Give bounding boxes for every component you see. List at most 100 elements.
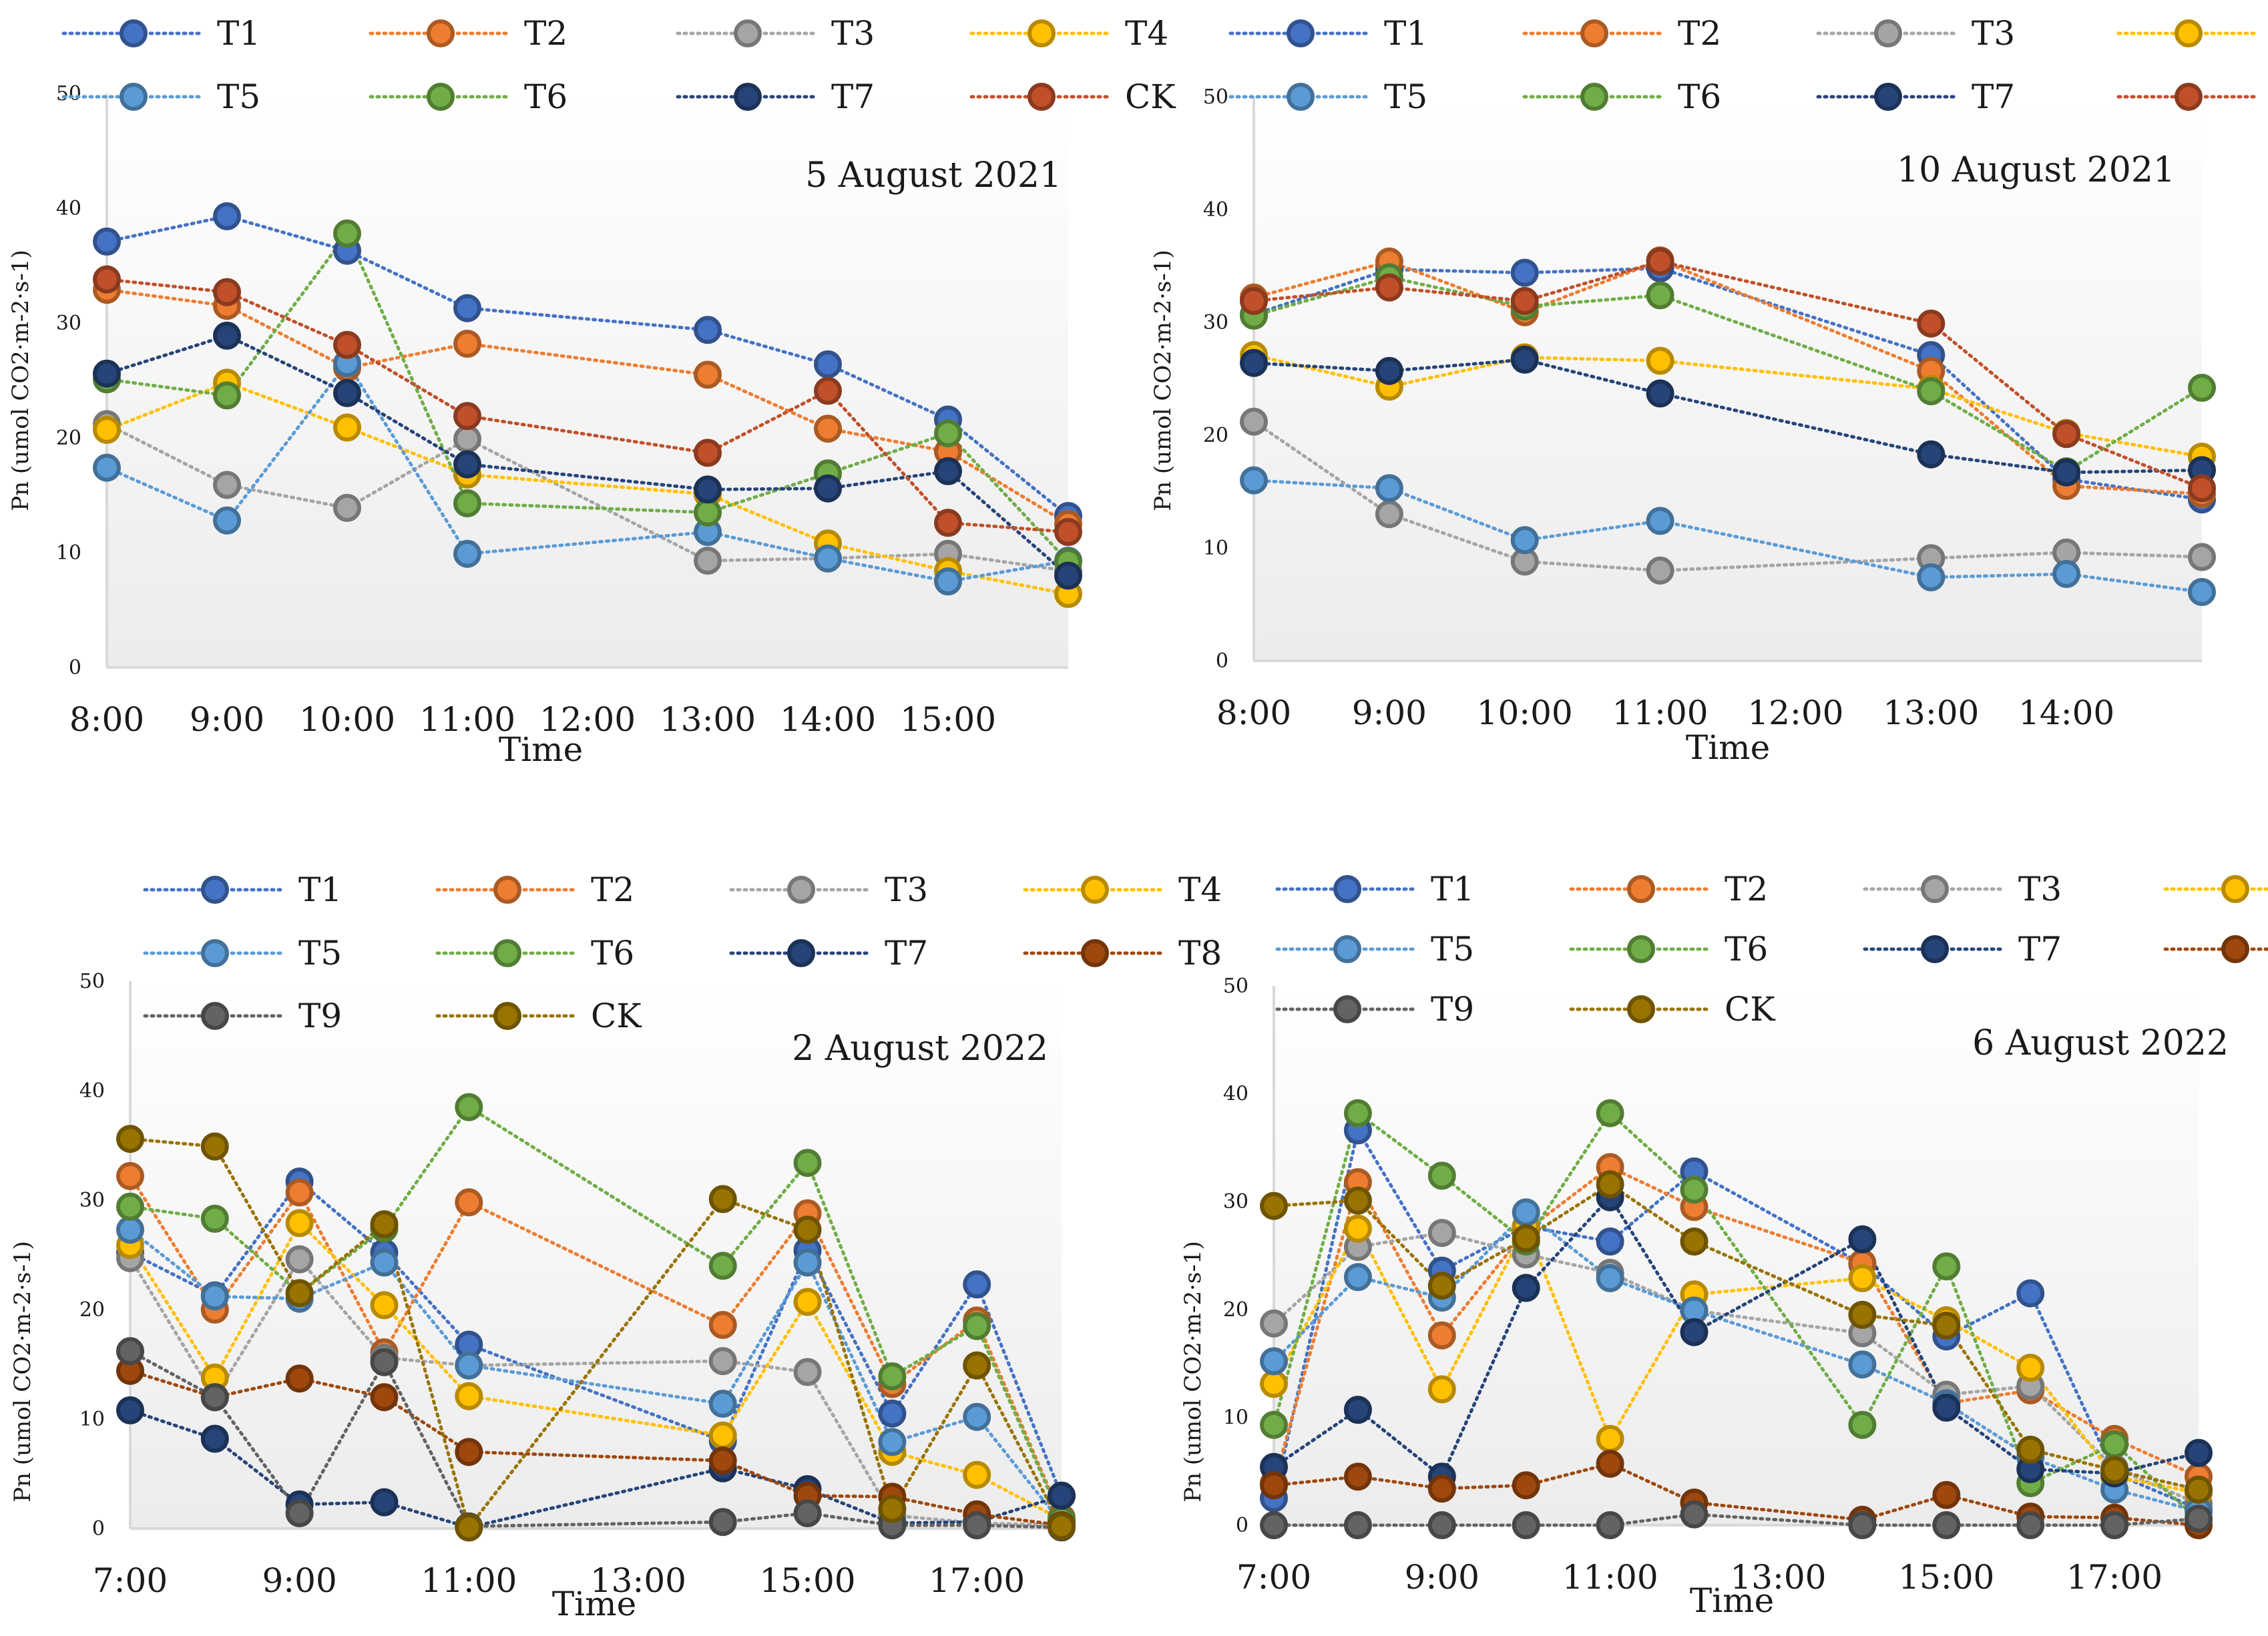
data-point-ck [694,439,722,467]
x-tick-label: 12:00 [539,700,636,739]
data-point-t5 [934,567,962,595]
data-point-t4 [708,1421,737,1450]
data-point-t6 [116,1192,144,1221]
x-tick-label: 13:00 [1883,694,1979,732]
x-tick-label: 9:00 [1405,1558,1480,1597]
data-point-t9 [963,1511,991,1540]
data-point-t6 [878,1362,907,1390]
x-tick-label: 13:00 [590,1561,686,1600]
data-point-ck [793,1215,822,1244]
y-tick-label: 10 [79,1408,105,1431]
x-tick-label: 11:00 [1612,694,1709,732]
data-point-t7 [1848,1225,1877,1254]
data-point-t3 [2188,543,2216,571]
data-point-t7 [1343,1396,1372,1424]
data-point-t5 [1848,1350,1877,1379]
y-tick-label: 50 [79,970,105,993]
data-point-t3 [453,425,481,453]
data-point-ck [2185,1475,2213,1504]
series-line-t1 [105,214,1070,518]
legend-label: T9 [1431,990,1474,1029]
y-tick-label: 30 [79,1189,105,1212]
legend-item-ck: CK [435,997,642,1035]
data-point-t5 [93,453,121,482]
data-point-t5 [453,539,481,568]
data-point-t9 [1596,1511,1624,1539]
data-point-ck [963,1351,991,1380]
data-point-t7 [213,321,241,350]
legend-marker [787,876,815,904]
data-point-t4 [370,1291,399,1320]
legend-item-ck: CK [2116,83,2261,111]
data-point-t9 [2185,1505,2213,1533]
legend-label: T1 [1384,14,1427,53]
data-point-ck [1510,286,1539,315]
data-point-ck [1680,1228,1709,1256]
data-point-t6 [963,1312,991,1340]
data-point-t8 [1427,1474,1456,1503]
data-point-t9 [1427,1511,1456,1539]
legend-label: CK [591,997,642,1035]
x-axis-title: Time [499,730,583,769]
x-tick-label: 7:00 [93,1561,168,1600]
data-point-t2 [708,1311,737,1339]
legend-marker [1333,935,1361,963]
data-point-ck [2100,1456,2129,1484]
data-point-t2 [453,330,481,358]
legend-label: T3 [831,14,875,53]
legend-marker [493,939,521,967]
y-tick-label: 10 [56,541,81,565]
data-point-t5 [793,1248,822,1277]
legend-marker [734,83,762,111]
legend-item-t5: T5 [1228,77,1427,116]
legend-marker [120,19,148,47]
data-point-t9 [1260,1511,1288,1539]
data-point-t1 [213,202,241,230]
data-point-t5 [1646,507,1674,535]
series-line-t7 [105,334,1070,577]
data-point-t8 [1932,1480,1961,1509]
data-point-t8 [708,1446,737,1475]
legend-label: T2 [591,870,634,909]
chart-date-title: 6 August 2022 [1972,1023,2229,1063]
series-line-t3 [128,1256,1064,1527]
data-point-t8 [370,1383,399,1412]
data-point-t5 [963,1402,991,1431]
legend-item-t7: T7 [1816,77,2015,116]
legend-marker [1921,935,1949,963]
chart-panel-1: 0 10 20 30 40 50 8:00 9:00 10:00 11:00 12:00 13:00 1… [7,14,1176,769]
data-point-ck [1646,247,1674,276]
data-point-t3 [1375,500,1403,529]
x-tick-label: 8:00 [1216,694,1291,732]
data-point-t4 [1427,1375,1456,1404]
series-line-t9 [128,1349,1064,1529]
data-point-t3 [708,1347,737,1376]
data-point-ck [1048,1512,1076,1541]
legend-label: T9 [298,997,342,1035]
series-line-t7 [128,1408,1064,1529]
data-point-t9 [708,1508,737,1537]
data-point-t5 [1260,1347,1288,1376]
data-point-ck [1427,1272,1456,1300]
data-point-ck [1932,1312,1961,1340]
legend-marker [493,1002,521,1030]
chart-date-title: 5 August 2021 [805,156,1062,196]
data-point-t9 [1680,1500,1709,1529]
y-tick-label: 30 [56,312,81,335]
legend-label: T6 [1678,77,1721,116]
legend-label: T4 [1125,14,1168,53]
series-line-t8 [128,1369,1064,1527]
data-point-t2 [285,1178,314,1207]
legend-item-t5: T5 [143,934,342,973]
legend-marker [1081,939,1109,967]
legend-marker [1874,83,1902,111]
legend-marker [787,939,815,967]
data-point-t5 [116,1215,144,1244]
legend-label: T7 [1972,77,2015,116]
data-point-t5 [878,1428,907,1456]
legend-marker [734,19,762,47]
data-point-t3 [793,1358,822,1386]
legend-marker [493,876,521,904]
legend-label: CK [1125,77,1176,116]
